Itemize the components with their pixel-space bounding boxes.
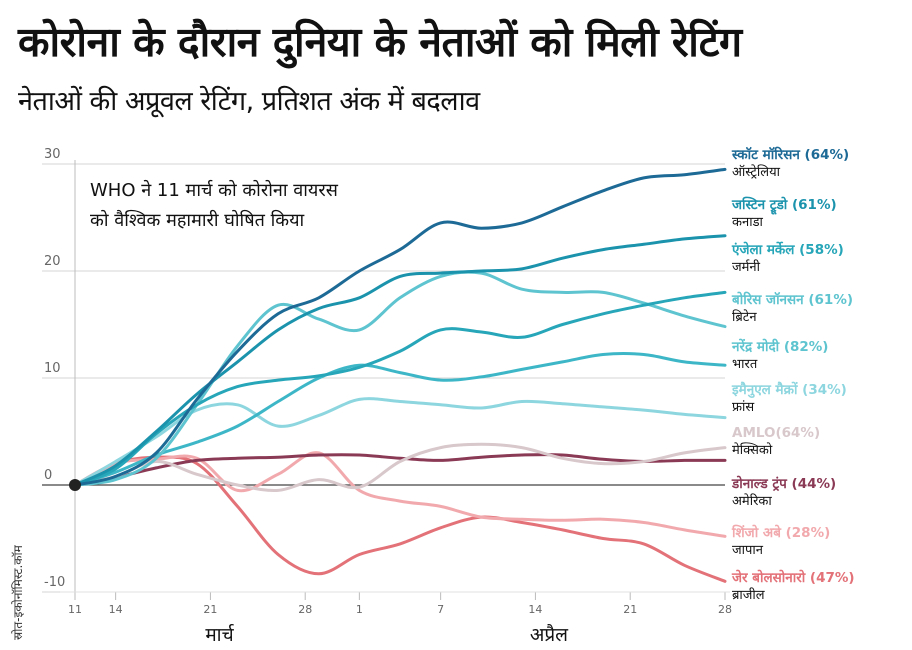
- page-subtitle: नेताओं की अप्रूवल रेटिंग, प्रतिशत अंक मे…: [18, 86, 480, 117]
- x-tick-label: 14: [109, 603, 123, 616]
- x-tick-label: 7: [437, 603, 444, 616]
- series-labels: स्कॉट मॉरिसन (64%)ऑस्ट्रेलिया जस्टिन ट्रू…: [731, 146, 855, 603]
- series-name-label: AMLO(64%): [732, 425, 820, 441]
- page-title: कोरोना के दौरान दुनिया के नेताओं को मिली…: [18, 18, 742, 66]
- y-tick-label: 0: [44, 468, 52, 483]
- series-line: [73, 453, 727, 487]
- series-country-label: फ्रांस: [732, 400, 754, 415]
- series-name-label: जेर बोलसोनारो (47%): [731, 569, 855, 586]
- series-line: [73, 352, 727, 487]
- annotation-line-1: WHO ने 11 मार्च को कोरोना वायरस: [90, 179, 339, 201]
- series-line: [73, 290, 727, 487]
- month-label: अप्रैल: [530, 623, 569, 646]
- series-name-label: जस्टिन ट्रूडो (61%): [731, 196, 837, 215]
- series-name-label: स्कॉट मॉरिसन (64%): [731, 146, 849, 163]
- series-country-label: मेक्सिको: [732, 442, 773, 458]
- series-line: [73, 455, 727, 583]
- month-labels: मार्च अप्रैल: [205, 623, 569, 646]
- series-line: [73, 397, 727, 487]
- series-name-label: शिंजो अबे (28%): [731, 524, 830, 541]
- series-country-label: ऑस्ट्रेलिया: [732, 164, 781, 180]
- x-tick-label: 28: [298, 603, 312, 616]
- who-annotation: WHO ने 11 मार्च को कोरोना वायरस को वैश्व…: [90, 179, 339, 231]
- series-line: [73, 167, 727, 487]
- x-tick-label: 1: [356, 603, 363, 616]
- month-label: मार्च: [205, 623, 234, 646]
- series-lines: [73, 167, 727, 583]
- origin-dot: [69, 479, 81, 491]
- series-country-label: जापान: [732, 543, 764, 558]
- x-tick-label: 21: [623, 603, 637, 616]
- series-country-label: ब्रिटेन: [732, 309, 757, 325]
- series-name-label: इमैनुएल मैक्रों (34%): [731, 381, 847, 398]
- y-axis-ticks: -10 0 10 20 30: [44, 147, 65, 590]
- series-country-label: भारत: [732, 357, 758, 372]
- y-tick-label: 30: [44, 147, 61, 162]
- x-axis-ticks: 11 14 21 28 1 7 14 21 28: [60, 591, 732, 616]
- y-tick-label: 10: [44, 361, 61, 376]
- series-name-label: एंजेला मर्केल (58%): [731, 241, 844, 258]
- y-tick-label: -10: [44, 575, 65, 590]
- series-country-label: जर्मनी: [732, 259, 761, 275]
- x-tick-label: 11: [68, 603, 82, 616]
- series-name-label: बोरिस जॉनसन (61%): [731, 291, 853, 308]
- series-name-label: नरेंद्र मोदी (82%): [731, 338, 828, 355]
- series-country-label: ब्राजील: [732, 587, 765, 603]
- x-tick-label: 21: [203, 603, 217, 616]
- annotation-line-2: को वैश्विक महामारी घोषित किया: [90, 209, 305, 231]
- series-country-label: अमेरिका: [732, 493, 772, 509]
- source-credit: स्रोत-इकोनॉमिस्ट.कॉम: [11, 544, 25, 640]
- series-line: [73, 442, 727, 493]
- series-line: [73, 451, 727, 538]
- series-line: [73, 270, 727, 487]
- series-name-label: डोनाल्ड ट्रंप (44%): [731, 475, 836, 492]
- x-tick-label: 14: [528, 603, 542, 616]
- series-country-label: कनाडा: [732, 215, 764, 230]
- x-tick-label: 28: [718, 603, 732, 616]
- y-tick-label: 20: [44, 254, 61, 269]
- series-line: [73, 234, 727, 487]
